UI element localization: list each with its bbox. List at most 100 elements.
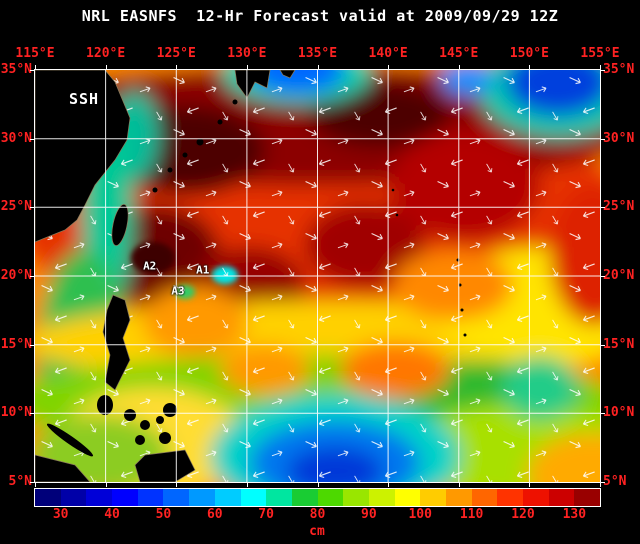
lon-tick-label: 135°E xyxy=(297,46,338,61)
axis-tick xyxy=(30,138,34,140)
lon-tick-label: 125°E xyxy=(156,46,196,61)
shikoku-edge xyxy=(279,70,296,79)
colorbar-cell xyxy=(497,489,524,506)
lat-tick-label: 15°N xyxy=(0,336,32,352)
colorbar-cell xyxy=(137,489,164,506)
lon-tick-label: 140°E xyxy=(368,46,408,61)
lat-tick-label: 25°N xyxy=(0,199,32,215)
axis-tick xyxy=(601,344,605,346)
colorbar-cell xyxy=(189,489,215,506)
figure-title: NRL EASNFS 12-Hr Forecast valid at 2009/… xyxy=(81,7,559,25)
map-panel: SSH A2 A1 A3 xyxy=(34,69,601,483)
colorbar-tick-label: 120 xyxy=(511,507,535,522)
eddy-label: A3 xyxy=(171,284,185,298)
colorbar-cell xyxy=(574,489,601,506)
eddy-label: A2 xyxy=(143,259,157,273)
borneo-corner xyxy=(35,454,91,482)
lon-tick-label: 115°E xyxy=(15,46,55,61)
mariana-islands xyxy=(391,188,467,337)
colorbar-cell xyxy=(240,489,267,506)
axis-tick xyxy=(388,65,390,69)
axis-tick xyxy=(35,65,36,69)
axis-tick xyxy=(176,483,178,487)
lat-tick-label: 15°N xyxy=(603,336,635,352)
axis-tick xyxy=(317,483,319,487)
colorbar-cell xyxy=(163,489,190,506)
lat-tick-label: 20°N xyxy=(0,268,32,283)
axis-tick xyxy=(30,413,34,415)
axis-tick xyxy=(30,70,34,71)
lat-tick-label: 5°N xyxy=(603,474,627,489)
axis-tick xyxy=(600,65,601,69)
axis-tick xyxy=(35,483,36,487)
axis-tick xyxy=(176,65,178,69)
axis-tick xyxy=(600,483,601,487)
lat-tick-label: 10°N xyxy=(0,405,32,421)
colorbar xyxy=(34,488,601,507)
colorbar-cell xyxy=(291,489,318,506)
axis-tick xyxy=(30,344,34,346)
colorbar-cell xyxy=(420,489,446,506)
colorbar-cell xyxy=(35,489,61,506)
colorbar-tick-label: 110 xyxy=(459,507,484,522)
axis-tick xyxy=(601,482,605,483)
axis-tick xyxy=(601,276,605,277)
colorbar-tick-label: 30 xyxy=(52,507,69,522)
colorbar-tick-label: 130 xyxy=(562,507,587,522)
colorbar-cell xyxy=(266,489,292,506)
colorbar-cell xyxy=(548,489,575,506)
field-type-label: SSH xyxy=(69,90,100,108)
axis-tick xyxy=(105,65,107,69)
colorbar-cell xyxy=(394,489,421,506)
lon-tick-label: 155°E xyxy=(580,46,620,61)
axis-tick xyxy=(246,65,248,69)
axis-tick xyxy=(601,138,605,140)
philippine-islands xyxy=(46,395,177,457)
ryukyu-islands xyxy=(152,99,238,193)
colorbar-tick-label: 50 xyxy=(155,507,172,522)
colorbar-cell xyxy=(86,489,113,506)
colorbar-cell xyxy=(60,489,87,506)
lon-tick-label: 120°E xyxy=(86,46,126,61)
colorbar-cell xyxy=(368,489,395,506)
axis-tick xyxy=(601,70,605,71)
colorbar-cell xyxy=(446,489,472,506)
graticule-grid xyxy=(35,70,600,482)
lat-tick-label: 10°N xyxy=(603,405,635,421)
axis-tick xyxy=(458,483,460,487)
luzon-island xyxy=(102,294,131,391)
lon-tick-label: 145°E xyxy=(439,46,479,61)
colorbar-tick-label: 80 xyxy=(309,507,326,522)
eddy-label: A1 xyxy=(196,263,210,277)
axis-tick xyxy=(30,482,34,483)
lon-tick-label: 130°E xyxy=(227,46,267,61)
colorbar-cell xyxy=(112,489,138,506)
china-coast xyxy=(35,70,131,243)
axis-tick xyxy=(601,207,605,209)
axis-tick xyxy=(388,483,390,487)
taiwan-island xyxy=(111,204,129,246)
axis-tick xyxy=(458,65,460,69)
colorbar-cell xyxy=(523,489,549,506)
lat-tick-label: 25°N xyxy=(603,199,635,215)
lon-tick-label: 150°E xyxy=(509,46,549,61)
lat-tick-label: 35°N xyxy=(0,62,32,77)
colorbar-tick-label: 60 xyxy=(206,507,223,522)
lat-tick-label: 35°N xyxy=(603,62,635,77)
colorbar-tick-label: 40 xyxy=(104,507,120,522)
colorbar-cell xyxy=(343,489,369,506)
axis-tick xyxy=(529,65,531,69)
lat-tick-label: 30°N xyxy=(0,130,32,146)
axis-tick xyxy=(529,483,531,487)
colorbar-tick-label: 70 xyxy=(258,507,274,522)
kyushu-japan xyxy=(234,70,271,99)
colorbar-tick-label: 90 xyxy=(361,507,377,522)
axis-tick xyxy=(317,65,319,69)
colorbar-cell xyxy=(214,489,241,506)
axis-tick xyxy=(601,413,605,415)
colorbar-tick-label: 100 xyxy=(408,507,432,522)
ssh-field-map xyxy=(35,70,600,482)
colorbar-cell xyxy=(317,489,344,506)
axis-tick xyxy=(30,207,34,209)
